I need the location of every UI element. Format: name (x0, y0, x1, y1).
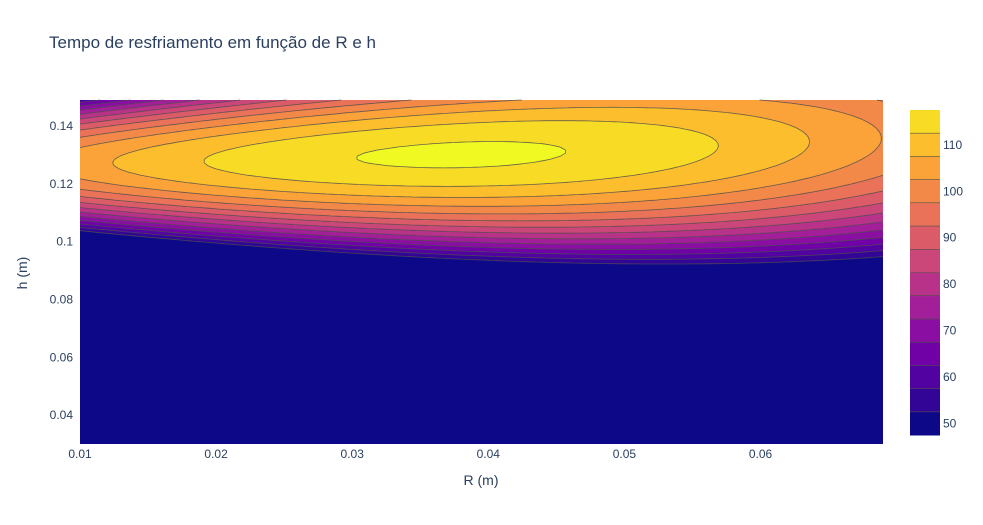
colorbar-tick-label: 90 (943, 231, 957, 245)
colorbar-band (910, 318, 940, 343)
y-tick-label: 0.08 (50, 292, 74, 306)
colorbar-tick-label: 100 (943, 184, 963, 198)
contour-line (79, 99, 884, 245)
colorbar-band (910, 110, 940, 134)
colorbar-band (910, 226, 940, 250)
colorbar-band (910, 156, 940, 181)
contour-line (356, 141, 566, 169)
contour-lines (79, 99, 884, 265)
x-tick-label: 0.03 (341, 447, 365, 461)
contour-line (79, 227, 884, 260)
colorbar-tick-label: 110 (943, 138, 962, 152)
y-tick-label: 0.14 (50, 119, 74, 133)
y-tick-label: 0.06 (50, 350, 74, 364)
colorbar-tick-label: 60 (943, 370, 957, 384)
colorbar-band (910, 202, 940, 227)
colorbar-band (910, 179, 940, 204)
colorbar-band (910, 272, 940, 297)
colorbar-tick-label: 50 (943, 416, 957, 430)
colorbar-band (910, 365, 940, 390)
colorbar-tick-label: 70 (943, 324, 957, 338)
y-tick-label: 0.1 (56, 235, 73, 249)
colorbar-band (910, 295, 940, 320)
chart-title: Tempo de resfriamento em função de R e h (49, 33, 376, 52)
x-tick-label: 0.04 (477, 447, 501, 461)
colorbar-band (910, 133, 940, 157)
contour-line (203, 120, 719, 187)
colorbar: 50 60 70 80 90 100 110 (910, 110, 963, 436)
y-tick-label: 0.12 (50, 177, 74, 191)
x-tick-label: 0.06 (749, 447, 773, 461)
x-tick-label: 0.05 (613, 447, 637, 461)
contour-line (112, 106, 810, 198)
contour-line (79, 99, 884, 240)
x-axis-label: R (m) (464, 472, 499, 488)
contour-line (79, 99, 884, 255)
colorbar-band (910, 249, 940, 273)
y-axis-label: h (m) (14, 257, 30, 290)
contour-line (79, 99, 884, 250)
plot-area[interactable] (79, 99, 884, 444)
y-tick-label: 0.04 (50, 408, 74, 422)
colorbar-band (910, 388, 940, 413)
contour-fill (80, 100, 883, 444)
contour-line (79, 230, 884, 265)
contour-line (79, 99, 884, 222)
contour-line (79, 99, 884, 215)
x-tick-label: 0.02 (204, 447, 228, 461)
x-axis: 0.01 0.02 0.03 0.04 0.05 0.06 (68, 447, 772, 461)
x-tick-label: 0.01 (68, 447, 92, 461)
colorbar-band (910, 411, 940, 436)
colorbar-tick-label: 80 (943, 277, 957, 291)
contour-line (79, 99, 882, 207)
contour-line (79, 99, 884, 228)
colorbar-band (910, 342, 940, 366)
y-axis: 0.04 0.06 0.08 0.1 0.12 0.14 (50, 119, 74, 422)
contour-line (79, 99, 884, 234)
